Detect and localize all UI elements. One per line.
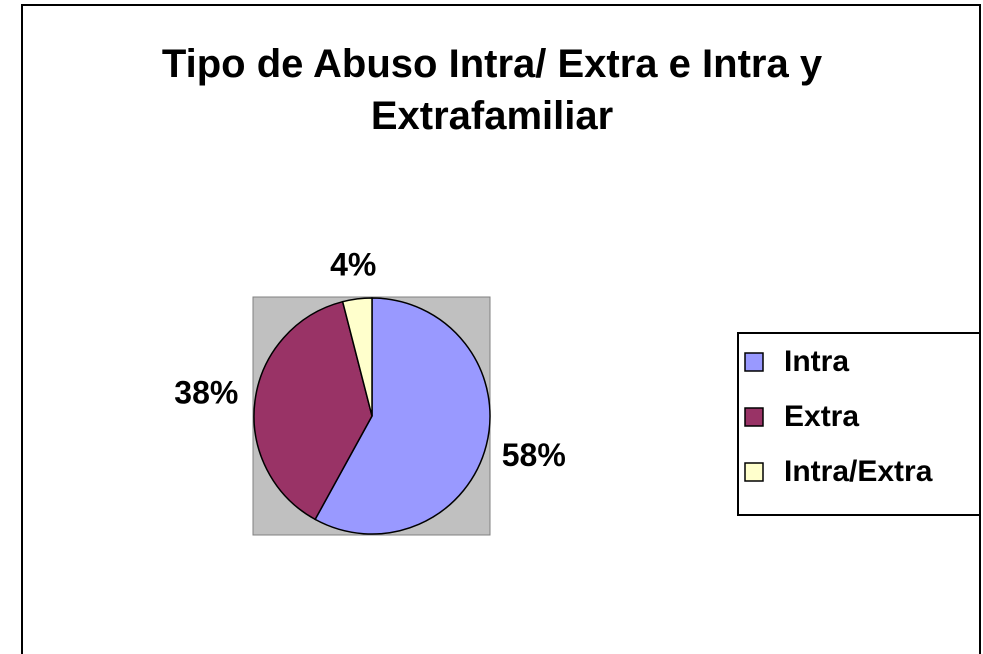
pie-slice bbox=[253, 300, 373, 521]
legend-label: Extra bbox=[784, 400, 859, 433]
pie-slice bbox=[314, 297, 491, 535]
pie-slice bbox=[341, 297, 373, 417]
legend-box bbox=[737, 332, 981, 516]
data-label: 4% bbox=[330, 247, 376, 283]
data-label: 38% bbox=[174, 375, 238, 411]
legend-swatch bbox=[744, 407, 764, 427]
legend-label: Intra bbox=[784, 345, 849, 378]
chart-frame bbox=[21, 4, 981, 654]
legend-label: Intra/Extra bbox=[784, 455, 933, 488]
legend-swatch bbox=[744, 352, 764, 372]
legend-swatch bbox=[744, 462, 764, 482]
chart-title: Tipo de Abuso Intra/ Extra e Intra y Ext… bbox=[161, 42, 823, 138]
data-label: 58% bbox=[502, 437, 566, 473]
